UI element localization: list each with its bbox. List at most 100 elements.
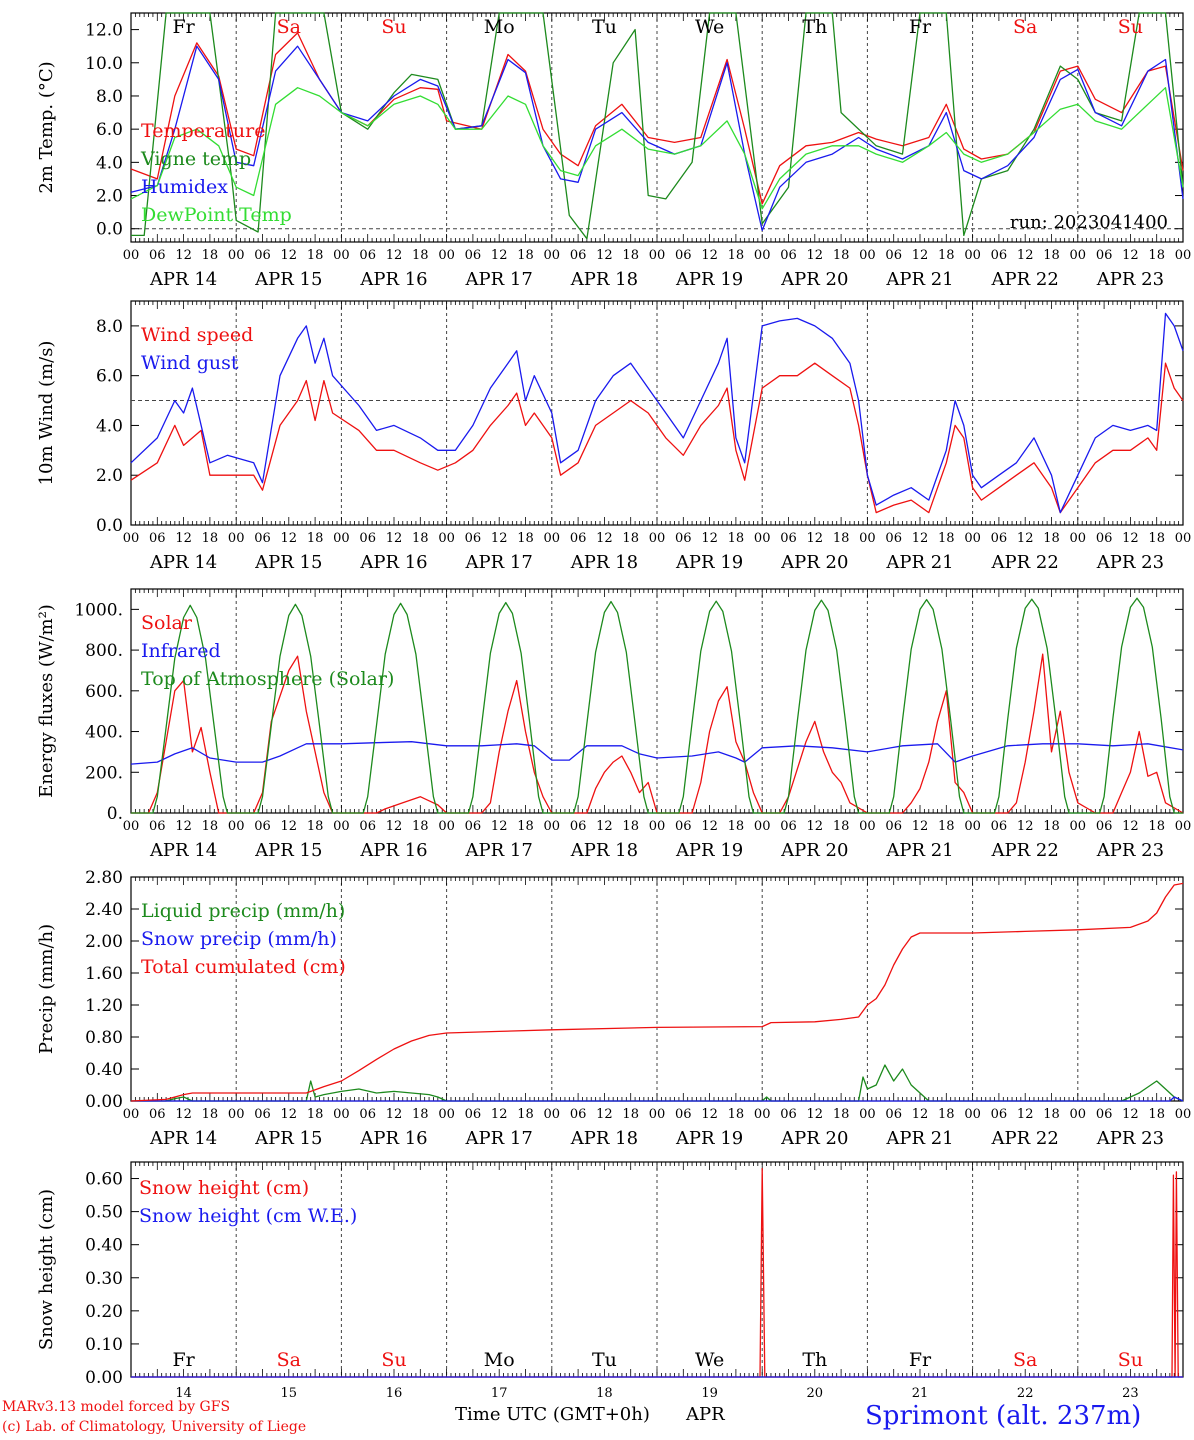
date-label: APR 15: [254, 269, 322, 290]
weekday-label: Fr: [909, 1349, 932, 1371]
hour-tick-label: 00: [859, 248, 876, 263]
weekday-label: Sa: [277, 16, 301, 38]
hour-tick-label: 12: [175, 819, 192, 834]
hour-tick-label: 06: [570, 248, 587, 263]
hour-tick-label: 18: [728, 819, 745, 834]
hour-tick-label: 06: [991, 1107, 1008, 1122]
date-label: APR 18: [570, 1128, 638, 1149]
y-tick-label: 0.00: [85, 1368, 123, 1388]
hour-tick-label: 12: [281, 819, 298, 834]
y-tick-label: 0.40: [85, 1236, 123, 1256]
hour-tick-label: 06: [1096, 1107, 1113, 1122]
hour-tick-label: 00: [964, 531, 981, 546]
hour-tick-label: 12: [701, 819, 718, 834]
hour-tick-label: 12: [281, 531, 298, 546]
hour-tick-label: 18: [412, 819, 429, 834]
hour-tick-label: 12: [807, 531, 824, 546]
hour-tick-label: 12: [1122, 819, 1139, 834]
weekday-label: Sa: [1013, 16, 1037, 38]
date-label: APR 16: [359, 840, 427, 861]
y-tick-label: 0.00: [85, 1092, 123, 1112]
series-line: [131, 1167, 1183, 1378]
hour-tick-label: 06: [149, 1107, 166, 1122]
hour-tick-label: 12: [1122, 1107, 1139, 1122]
hour-tick-label: 00: [123, 819, 140, 834]
hour-tick-label: 00: [438, 1107, 455, 1122]
hour-tick-label: 06: [675, 531, 692, 546]
hour-tick-label: 00: [438, 531, 455, 546]
date-label: APR 14: [149, 840, 217, 861]
day-number-label: 21: [912, 1386, 929, 1401]
run-label: run: 2023041400: [1010, 212, 1168, 233]
y-tick-label: 0.0: [96, 516, 123, 536]
hour-tick-label: 12: [912, 531, 929, 546]
hour-tick-label: 12: [701, 531, 718, 546]
hour-tick-label: 18: [622, 248, 639, 263]
hour-tick-label: 18: [1148, 819, 1165, 834]
y-tick-label: 0.0: [96, 220, 123, 240]
hour-tick-label: 00: [1070, 819, 1087, 834]
series-line: [130, 45, 1184, 232]
hour-tick-label: 00: [544, 531, 561, 546]
y-tick-label: 2.80: [85, 868, 123, 888]
hour-tick-label: 00: [228, 248, 245, 263]
hour-tick-label: 06: [780, 819, 797, 834]
hour-tick-label: 06: [885, 248, 902, 263]
hour-tick-label: 00: [649, 248, 666, 263]
hour-tick-label: 18: [517, 1107, 534, 1122]
legend-entry: DewPoint Temp: [141, 204, 292, 226]
hour-tick-label: 18: [412, 1107, 429, 1122]
hour-tick-label: 12: [1122, 531, 1139, 546]
date-label: APR 22: [991, 269, 1059, 290]
hour-tick-label: 06: [254, 1107, 271, 1122]
date-label: APR 14: [149, 552, 217, 573]
weekday-label: Sa: [277, 1349, 301, 1371]
time-axis-title: Time UTC (GMT+0h): [455, 1404, 650, 1425]
hour-tick-label: 06: [149, 248, 166, 263]
y-tick-label: 6.0: [96, 367, 123, 387]
weekday-label: Tu: [592, 1349, 617, 1371]
hour-tick-label: 18: [1148, 531, 1165, 546]
hour-tick-label: 06: [570, 819, 587, 834]
hour-tick-label: 00: [1175, 819, 1192, 834]
hour-tick-label: 06: [885, 1107, 902, 1122]
hour-tick-label: 00: [859, 1107, 876, 1122]
hour-tick-label: 12: [807, 248, 824, 263]
date-label: APR 17: [465, 269, 533, 290]
hour-tick-label: 18: [412, 248, 429, 263]
weekday-label: Fr: [172, 1349, 195, 1371]
hour-tick-label: 12: [1017, 1107, 1034, 1122]
series-line: [130, 362, 1184, 514]
hour-tick-label: 06: [359, 531, 376, 546]
date-label: APR 18: [570, 552, 638, 573]
hour-tick-label: 12: [386, 1107, 403, 1122]
weekday-label: Fr: [172, 16, 195, 38]
weekday-label: We: [695, 1349, 724, 1371]
hour-tick-label: 00: [438, 248, 455, 263]
hour-tick-label: 18: [833, 531, 850, 546]
hour-tick-label: 06: [675, 248, 692, 263]
hour-tick-label: 18: [833, 248, 850, 263]
hour-tick-label: 18: [938, 248, 955, 263]
hour-tick-label: 00: [228, 531, 245, 546]
date-label: APR 20: [780, 1128, 848, 1149]
hour-tick-label: 12: [386, 819, 403, 834]
day-number-label: 22: [1017, 1386, 1034, 1401]
legend-entry: Vigne temp: [140, 148, 251, 170]
y-tick-label: 0.: [107, 804, 123, 824]
hour-tick-label: 18: [833, 819, 850, 834]
legend-entry: Snow height (cm W.E.): [139, 1205, 357, 1227]
y-axis-label: 2m Temp. (°C): [36, 61, 57, 193]
y-tick-label: 2.0: [96, 187, 123, 207]
hour-tick-label: 06: [780, 1107, 797, 1122]
day-number-label: 15: [281, 1386, 298, 1401]
hour-tick-label: 00: [544, 819, 561, 834]
date-label: APR 16: [359, 269, 427, 290]
legend-entry: Total cumulated (cm): [141, 956, 346, 978]
y-tick-label: 0.80: [85, 1028, 123, 1048]
hour-tick-label: 12: [701, 248, 718, 263]
legend-entry: Liquid precip (mm/h): [141, 900, 345, 922]
hour-tick-label: 12: [912, 819, 929, 834]
hour-tick-label: 06: [991, 531, 1008, 546]
hour-tick-label: 18: [622, 1107, 639, 1122]
